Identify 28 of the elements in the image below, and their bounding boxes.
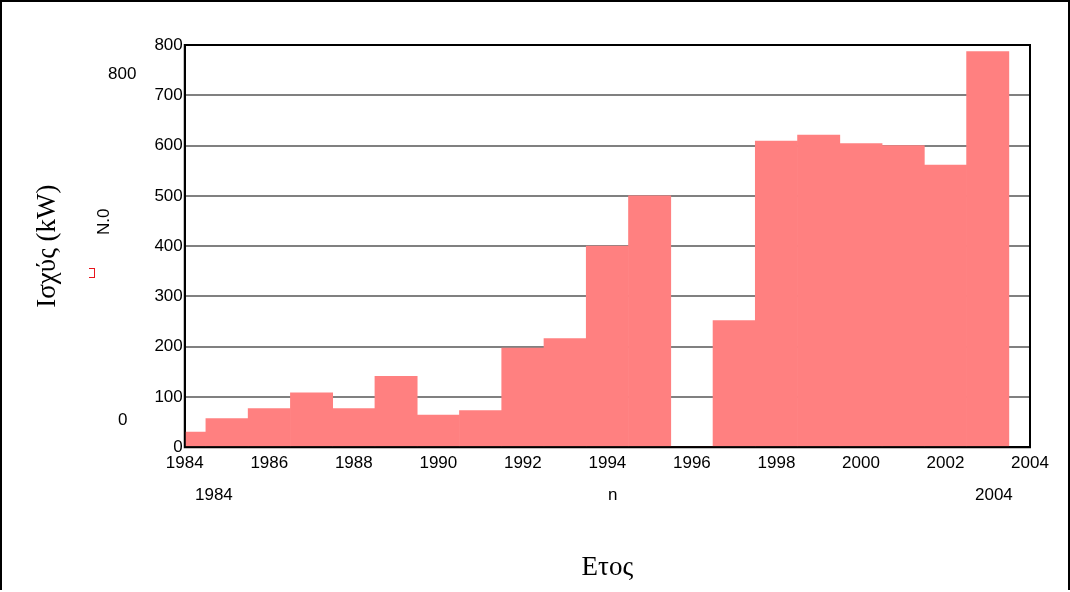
y-tick-label: 700 (154, 84, 183, 104)
y-tick-label: 600 (154, 135, 183, 155)
y-tick-label: 500 (154, 185, 183, 205)
y-axis-title: Ισχύς (kW) (31, 184, 62, 308)
y-tick-label: 800 (154, 34, 183, 54)
x-tick-label: 1996 (672, 453, 711, 473)
x-tick-label: 1988 (334, 453, 373, 473)
text: 1984 (195, 485, 233, 505)
y-tick-label: 0 (173, 436, 183, 456)
y-tick-label: 100 (154, 386, 183, 406)
x-tick-label: 2000 (842, 453, 880, 473)
y-tick-label: 200 (154, 336, 183, 356)
text: 0 (118, 410, 128, 430)
x-tick-label: 1984 (165, 453, 204, 473)
text: N.0 (94, 208, 114, 235)
y-tick-label: 400 (154, 235, 183, 255)
x-tick-label: 1990 (419, 453, 458, 473)
x-tick-label: 1998 (757, 453, 796, 473)
text: 2004 (975, 485, 1013, 505)
x-tick-label: 1994 (588, 453, 627, 473)
text: 800 (108, 64, 137, 84)
text: n (608, 485, 618, 505)
y-tick-label: 300 (154, 286, 183, 306)
x-tick-label: 1992 (503, 453, 542, 473)
x-axis-title: Ετος (581, 550, 634, 581)
x-tick-label: 2004 (1011, 453, 1049, 473)
x-tick-label: 2002 (926, 453, 965, 473)
x-tick-label: 1986 (250, 453, 289, 473)
